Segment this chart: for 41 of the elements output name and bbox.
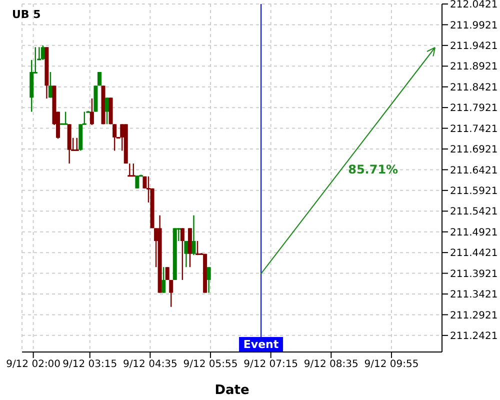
y-tick-label: 211.3421 [450, 290, 498, 301]
x-tick-label: 9/12 02:00 [6, 359, 61, 370]
candlestick [184, 240, 188, 268]
y-tick-label: 211.7421 [450, 124, 498, 135]
x-tick-label: 9/12 09:55 [364, 359, 419, 370]
candlestick [192, 214, 196, 256]
candlestick [64, 111, 68, 125]
candlestick [74, 137, 79, 152]
y-tick-label: 211.9921 [450, 20, 498, 32]
y-tick-label: 211.6421 [450, 165, 498, 176]
y-tick-label: 211.7921 [450, 103, 498, 114]
candlestick [162, 266, 166, 294]
candlestick [135, 174, 140, 189]
candlestick [105, 97, 110, 125]
y-tick-label: 211.5421 [450, 206, 498, 218]
candlestick [128, 162, 132, 177]
chart-title: UB 5 [12, 8, 41, 21]
y-tick-label: 211.8421 [450, 82, 498, 94]
y-tick-label: 211.3921 [450, 268, 498, 280]
y-tick-label: 211.8921 [450, 62, 498, 73]
candlestick [180, 228, 184, 281]
annotation: 85.71% [348, 162, 398, 176]
candlestick [196, 240, 200, 256]
x-tick-label: 9/12 03:15 [62, 359, 118, 370]
x-tick-label: 9/12 04:35 [122, 359, 178, 370]
x-axis-title: Date [214, 383, 250, 398]
y-tick-label: 211.4421 [450, 248, 498, 260]
candlestick [206, 266, 211, 294]
ref-line-label: Event [243, 338, 279, 351]
candlestick [131, 162, 136, 177]
y-tick-label: 211.9421 [450, 40, 498, 52]
x-tick-label: 9/12 08:35 [304, 359, 358, 370]
y-tick-label: 211.2421 [450, 330, 498, 342]
y-tick-label: 211.2921 [450, 310, 498, 322]
x-tick-label: 9/12 05:55 [183, 359, 238, 370]
y-tick-label: 211.5921 [450, 186, 498, 197]
y-tick-label: 211.6921 [450, 144, 498, 156]
x-tick-label: 9/12 07:15 [244, 359, 298, 370]
y-tick-label: 212.0421 [450, 0, 498, 11]
candlestick [90, 98, 94, 126]
y-tick-label: 211.4921 [450, 227, 498, 238]
